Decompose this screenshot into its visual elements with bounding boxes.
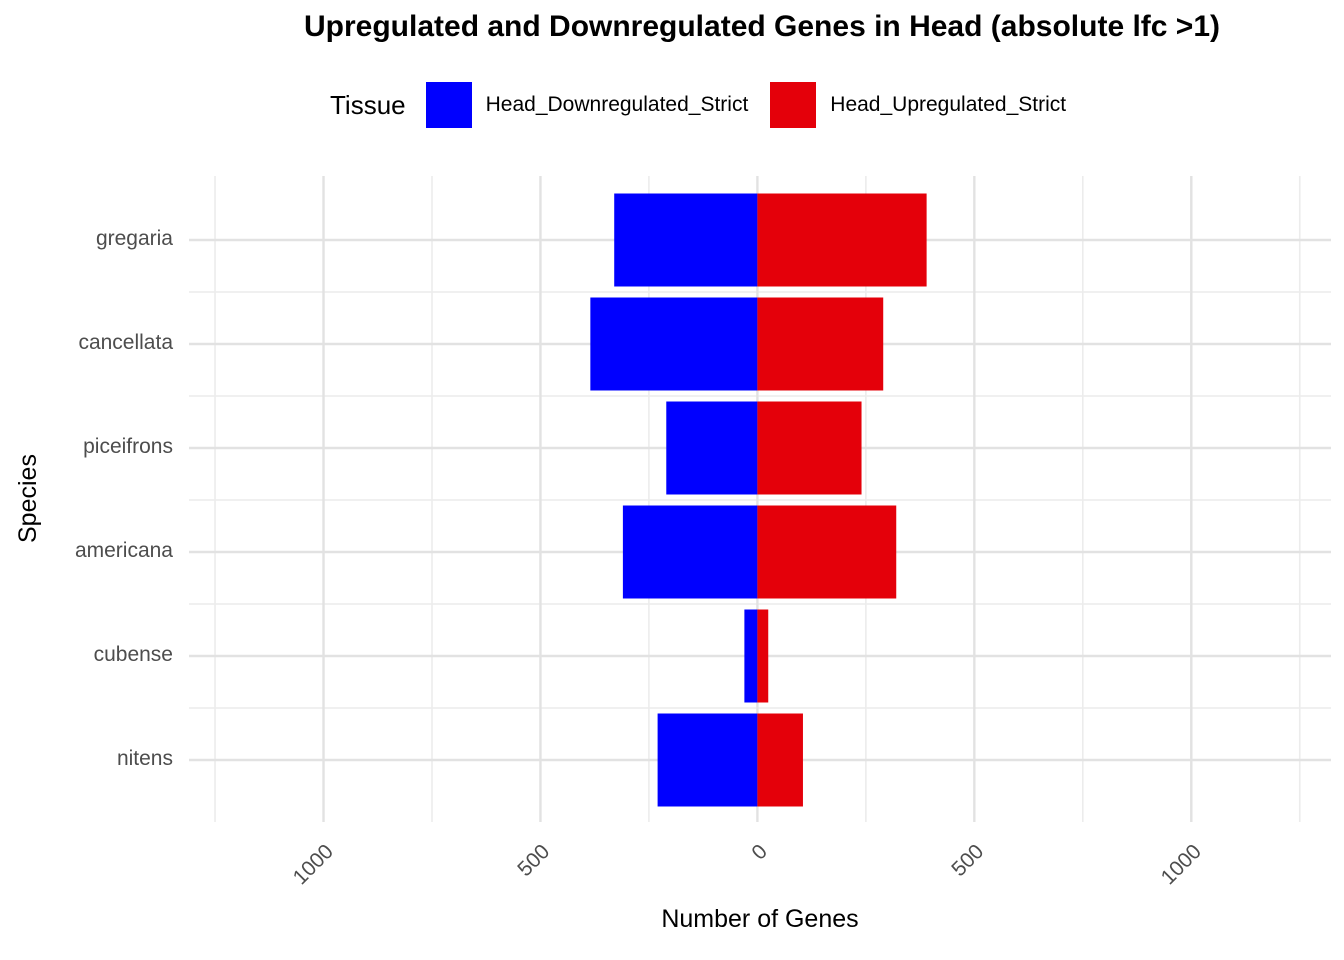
y-axis-label-cancellata: cancellata	[78, 331, 173, 354]
bar-downregulated-cancellata	[590, 297, 758, 391]
legend-label-Head_Upregulated_Strict: Head_Upregulated_Strict	[830, 93, 1067, 116]
legend-title: Tissue	[330, 89, 406, 120]
bar-downregulated-americana	[622, 505, 758, 599]
bar-upregulated-gregaria	[757, 193, 927, 287]
bar-downregulated-gregaria	[614, 193, 758, 287]
bar-upregulated-piceifrons	[757, 401, 862, 495]
legend-key-Head_Downregulated_Strict	[425, 82, 472, 128]
legend: Tissue Head_Downregulated_Strict Head_Upr…	[330, 82, 1088, 128]
bar-upregulated-cancellata	[757, 297, 884, 391]
y-axis-label-nitens: nitens	[116, 747, 173, 770]
chart-title: Upregulated and Downregulated Genes in H…	[304, 10, 1220, 43]
y-axis-label-americana: americana	[74, 539, 173, 562]
legend-label-Head_Downregulated_Strict: Head_Downregulated_Strict	[485, 93, 749, 116]
x-axis-title: Number of Genes	[661, 905, 859, 933]
y-axis-label-piceifrons: piceifrons	[83, 435, 173, 458]
bar-downregulated-piceifrons	[666, 401, 758, 495]
bar-upregulated-americana	[757, 505, 897, 599]
legend-key-Head_Upregulated_Strict	[770, 82, 817, 128]
bar-upregulated-nitens	[757, 713, 803, 807]
y-axis-label-cubense: cubense	[93, 643, 173, 666]
bar-upregulated-cubense	[757, 609, 769, 703]
legend-items: Head_Downregulated_Strict Head_Upregulate…	[425, 82, 1088, 128]
bar-downregulated-cubense	[744, 609, 758, 703]
y-axis-label-gregaria: gregaria	[95, 227, 173, 250]
bar-downregulated-nitens	[657, 713, 758, 807]
